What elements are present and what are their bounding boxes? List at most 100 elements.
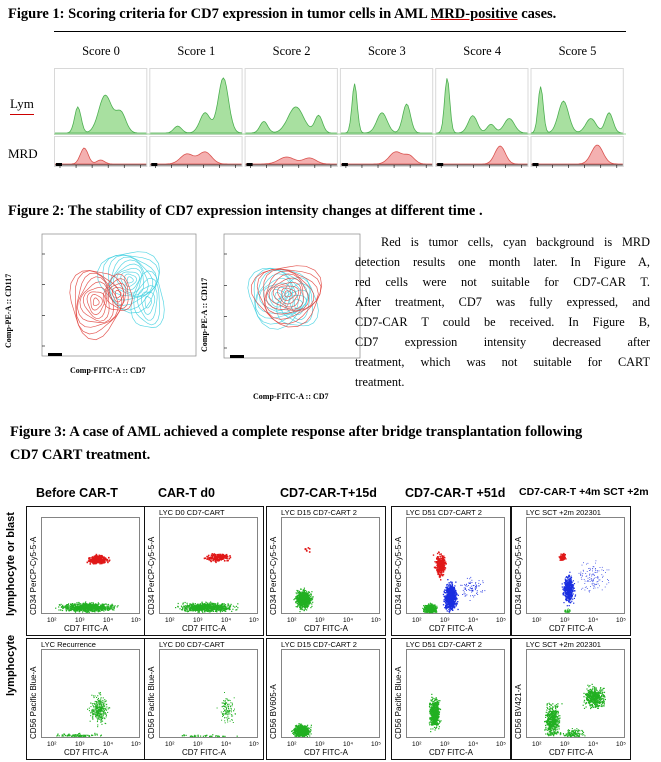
cyan-contour: [133, 277, 161, 326]
red-contour: [75, 272, 119, 328]
cyan-contour: [137, 285, 158, 321]
scatter-panel-r1-3: 10² 10³ 10⁴ 10⁵ LYC D51 CD7-CART 2 CD7 FITC-A…: [391, 506, 511, 636]
red-contour: [105, 278, 129, 310]
svg-text:10²: 10²: [287, 741, 297, 748]
svg-text:10⁵: 10⁵: [371, 741, 381, 748]
y-axis-label: CD56 Pacific Blue-A: [394, 666, 403, 739]
panel-header: LYC SCT +2m 202301: [526, 508, 601, 517]
scatter-panel-r2-2: 10² 10³ 10⁴ 10⁵ LYC D15 CD7-CART 2 CD7 FITC-A…: [266, 638, 386, 760]
red-contour: [250, 265, 323, 328]
svg-text:10³: 10³: [75, 741, 85, 748]
red-contour: [90, 294, 103, 311]
svg-text:10²: 10²: [47, 741, 57, 748]
histogram-cell-4: [435, 68, 529, 168]
figure2-description-line: After treatment, CD7 was fully expressed…: [355, 295, 650, 309]
lym-histogram-0: [55, 94, 147, 134]
figure2-description: Red is tumor cells, cyan background is M…: [355, 232, 650, 392]
figure2-plot-a: [41, 233, 197, 357]
red-contour: [281, 287, 296, 301]
panel-header: LYC D15 CD7-CART 2: [281, 508, 357, 517]
red-contour: [272, 281, 302, 308]
lym-histogram-2: [245, 106, 337, 134]
figure2-title: Figure 2: The stability of CD7 expressio…: [8, 203, 483, 219]
cyan-contour: [120, 271, 140, 291]
svg-text:10²: 10²: [165, 741, 175, 748]
mrd-histogram-0: [55, 147, 147, 165]
cyan-contour: [126, 276, 134, 284]
x-axis-label: CD7 FITC-A: [182, 624, 226, 633]
panel-header: LYC Recurrence: [41, 640, 96, 649]
figure3-title-line1: Figure 3: A case of AML achieved a compl…: [10, 424, 583, 440]
red-contour: [277, 285, 300, 305]
cyan-contour: [259, 277, 294, 314]
x-axis-label: CD7 FITC-A: [182, 748, 226, 757]
figure1-title-suffix: cases.: [517, 6, 557, 22]
figure1-title-underlined: MRD-positive: [430, 6, 518, 22]
scatter-panel-r1-1: 10² 10³ 10⁴ 10⁵ LYC D0 CD7-CART CD7 FITC-A CD3…: [144, 506, 264, 636]
figure1-row-mrd: MRD: [8, 146, 38, 161]
y-axis-label: CD34 PerCP-Cy5-5-A: [147, 536, 156, 615]
y-axis-label: CD34 PerCP-Cy5-5-A: [269, 536, 278, 615]
y-axis-label: CD34 PerCP-Cy5-5-A: [514, 536, 523, 615]
red-contour: [83, 286, 108, 319]
figure2-ylabel-b: Comp-PE-A :: CD117: [200, 277, 209, 352]
red-contour: [268, 277, 304, 310]
column-header-0: Before CAR-T: [36, 486, 118, 500]
x-axis-label: CD7 FITC-A: [429, 624, 473, 633]
cyan-contour: [144, 296, 152, 309]
red-contour: [102, 273, 133, 311]
figure3-row2-label: lymphocyte: [5, 634, 17, 696]
mrd-histogram-2: [245, 156, 337, 165]
scatter-panel-r1-0: 10² 10³ 10⁴ 10⁵ CD7 FITC-A CD34 PerCP-Cy5-5-A: [26, 506, 146, 636]
score-label-5: Score 5: [558, 44, 597, 58]
svg-text:10³: 10³: [193, 741, 203, 748]
panel-header: LYC D51 CD7-CART 2: [406, 640, 482, 649]
x-axis-label: CD7 FITC-A: [549, 748, 593, 757]
red-contour: [92, 297, 100, 307]
cyan-contour: [124, 273, 138, 287]
scatter-panel-r1-4: 10² 10³ 10⁴ 10⁵ LYC SCT +2m 202301 CD7 FITC-A…: [511, 506, 631, 636]
cyan-contour: [256, 273, 299, 315]
svg-text:10³: 10³: [315, 617, 325, 624]
figure1-title: Figure 1: Scoring criteria for CD7 expre…: [8, 6, 556, 23]
scatter-panel-r1-2: 10² 10³ 10⁴ 10⁵ LYC D15 CD7-CART 2 CD7 FITC-A…: [266, 506, 386, 636]
panel-header: LYC D15 CD7-CART 2: [281, 640, 357, 649]
red-contour: [265, 273, 310, 311]
lym-histogram-3: [340, 83, 433, 134]
panel-header: LYC D51 CD7-CART 2: [406, 508, 482, 517]
x-axis-label: CD7 FITC-A: [64, 624, 108, 633]
red-contour: [111, 287, 125, 303]
red-contour: [256, 268, 322, 325]
svg-text:10⁴: 10⁴: [103, 617, 113, 624]
cyan-contour: [108, 254, 158, 306]
figure1-row-lym: Lym: [10, 96, 34, 111]
mrd-histogram-4: [436, 145, 528, 165]
svg-text:10⁵: 10⁵: [131, 741, 141, 748]
figure2-plot-b: [223, 233, 361, 359]
y-axis-label: CD34 PerCP-Cy5-5-A: [394, 536, 403, 615]
scatter-panel-r2-4: 10² 10³ 10⁴ 10⁵ LYC SCT +2m 202301 CD7 FITC-A…: [511, 638, 631, 760]
score-label-0: Score 0: [82, 44, 120, 58]
svg-text:10⁵: 10⁵: [249, 617, 259, 624]
cyan-contour: [289, 295, 307, 316]
figure1-title-prefix: Figure 1: Scoring criteria for CD7 expre…: [8, 6, 431, 22]
red-contour: [263, 268, 319, 320]
figure2-xlabel-b: Comp-FITC-A :: CD7: [253, 392, 329, 401]
red-contour: [284, 290, 293, 298]
red-contour: [79, 281, 110, 322]
figure2-ylabel-a: Comp-PE-A :: CD117: [4, 273, 13, 348]
red-contour: [86, 291, 106, 316]
red-contour: [115, 290, 122, 299]
column-header-3: CD7-CAR-T +51d: [405, 486, 506, 500]
figure2-description-line: treatment, which was not suitable for CA…: [355, 355, 650, 369]
figure2-description-line: CD7-CAR T could be received. In Figure B…: [355, 315, 650, 329]
figure2-description-line: CD7 expression intensity decreased after: [355, 335, 650, 349]
score-label-1: Score 1: [177, 44, 216, 58]
lym-histogram-4: [436, 78, 528, 134]
svg-text:10⁵: 10⁵: [249, 741, 259, 748]
svg-text:10⁵: 10⁵: [371, 617, 381, 624]
x-axis-label: CD7 FITC-A: [64, 748, 108, 757]
score-label-2: Score 2: [272, 44, 311, 58]
y-axis-label: CD56 BV605-A: [269, 684, 278, 739]
svg-text:10⁴: 10⁴: [221, 617, 231, 624]
